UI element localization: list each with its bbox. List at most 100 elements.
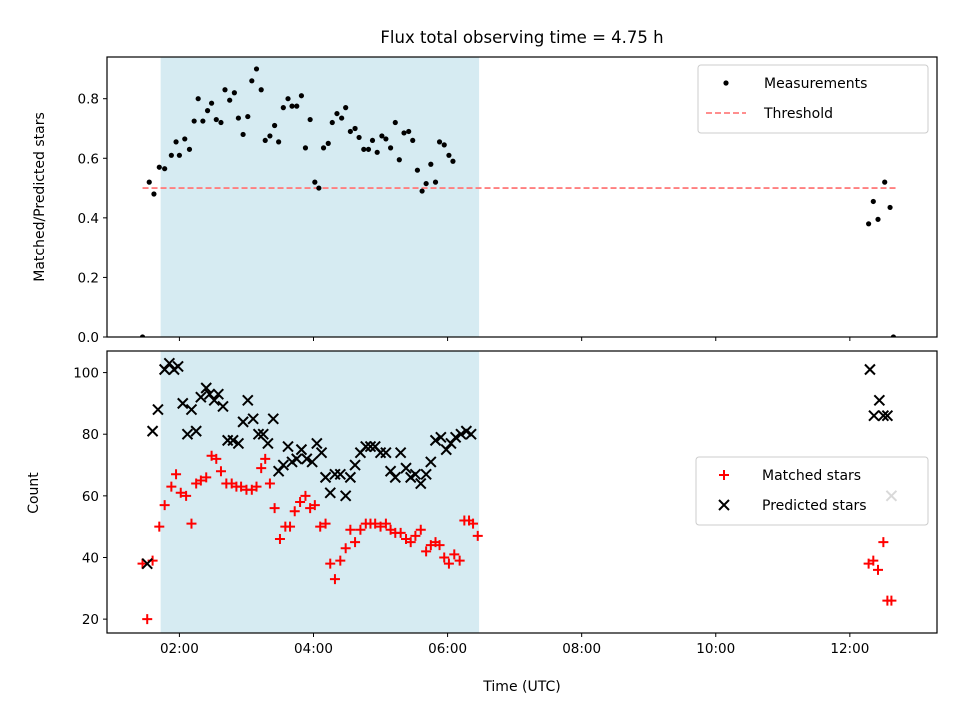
plus-point-series-0 — [329, 574, 340, 585]
x-point-series-1 — [435, 431, 447, 444]
x-point-series-1 — [465, 428, 477, 440]
plus-point-series-0 — [236, 481, 247, 492]
dot-point-series-0 — [870, 198, 876, 205]
dot-point-series-0 — [227, 97, 233, 103]
plus-point-series-0 — [449, 549, 460, 560]
x-point-series-1 — [200, 382, 212, 394]
plus-point-series-0 — [320, 518, 331, 529]
dot-point-series-0 — [347, 128, 353, 135]
y-tick-label: 0.8 — [78, 92, 99, 108]
plus-point-series-0 — [410, 530, 421, 541]
plus-point-series-0 — [873, 564, 884, 575]
x-point-series-1 — [384, 465, 397, 477]
plus-point-series-0 — [166, 481, 177, 492]
plus-point-series-0 — [350, 537, 361, 548]
dot-point-series-0 — [887, 204, 893, 211]
bottom-y-axis-label: Count — [26, 472, 42, 514]
dot-point-series-0 — [272, 122, 278, 129]
y-tick-label: 0.6 — [78, 151, 99, 167]
dot-point-series-0 — [294, 103, 300, 109]
dot-point-series-0 — [414, 167, 421, 173]
x-point-series-1 — [324, 487, 336, 499]
plus-point-series-0 — [375, 521, 386, 532]
x-point-series-1 — [420, 468, 432, 480]
plus-point-series-0 — [868, 555, 879, 566]
plus-point-series-0 — [415, 524, 426, 535]
plus-point-series-0 — [264, 478, 275, 489]
y-tick-label: 20 — [82, 612, 99, 628]
x-point-series-1 — [873, 394, 886, 407]
dot-point-series-0 — [423, 180, 429, 187]
x-point-series-1 — [227, 434, 239, 447]
x-point-series-1 — [158, 363, 171, 376]
x-point-series-1 — [364, 440, 377, 453]
plus-point-series-0 — [260, 453, 271, 464]
dot-point-series-0 — [316, 185, 322, 191]
x-point-series-1 — [152, 403, 164, 416]
x-point-series-1 — [257, 428, 269, 440]
dot-point-series-0 — [339, 115, 345, 121]
y-tick-label: 0.0 — [78, 330, 99, 346]
plus-point-series-0 — [340, 543, 351, 554]
y-tick-label: 0.4 — [78, 211, 99, 227]
legend-label: Threshold — [763, 106, 833, 122]
dot-point-series-0 — [312, 179, 318, 185]
x-point-series-1 — [868, 410, 880, 422]
plus-point-series-0 — [274, 534, 285, 544]
x-point-series-1 — [177, 397, 189, 410]
data-points — [139, 66, 897, 337]
dot-point-series-0 — [302, 145, 309, 151]
observing-window-shade — [160, 57, 480, 337]
plus-point-series-0 — [201, 472, 212, 483]
plus-point-series-0 — [142, 614, 153, 625]
x-tick-label: 04:00 — [294, 641, 333, 657]
dot-point-series-0 — [218, 119, 224, 126]
plus-point-series-0 — [159, 500, 170, 511]
legend: Matched stars Predicted stars — [695, 456, 929, 526]
plus-point-series-0 — [215, 466, 226, 477]
x-point-series-1 — [360, 440, 372, 453]
dot-point-series-0 — [173, 139, 179, 145]
x-point-series-1 — [877, 410, 890, 422]
plus-point-series-0 — [195, 475, 206, 486]
dot-point-series-0 — [446, 152, 452, 158]
dot-point-series-0 — [253, 66, 260, 72]
dot-point-series-0 — [267, 133, 273, 139]
x-point-series-1 — [389, 471, 401, 484]
y-tick-label: 0.2 — [78, 270, 99, 286]
x-point-series-1 — [425, 456, 437, 468]
x-point-series-1 — [291, 453, 303, 465]
x-point-series-1 — [277, 459, 290, 471]
dot-point-series-0 — [191, 118, 197, 124]
legend-box — [695, 456, 929, 526]
plus-point-series-0 — [886, 595, 897, 606]
dot-point-series-0 — [379, 133, 385, 139]
y-tick-label: 80 — [82, 427, 99, 443]
x-point-series-1 — [380, 446, 392, 459]
y-tick-label: 40 — [82, 550, 99, 566]
dot-point-series-0 — [235, 115, 242, 121]
dot-point-series-0 — [392, 119, 398, 126]
x-point-series-1 — [203, 388, 216, 400]
axes-frame — [106, 350, 938, 634]
dot-point-series-0 — [231, 90, 237, 96]
plus-point-series-0 — [154, 521, 165, 532]
x-point-series-1 — [172, 360, 184, 373]
dot-point-series-0 — [298, 93, 305, 99]
dot-point-series-0 — [280, 105, 286, 111]
plus-point-series-0 — [454, 555, 465, 566]
plus-point-series-0 — [878, 537, 889, 548]
x-point-series-1 — [429, 434, 442, 447]
dot-point-series-0 — [195, 96, 201, 102]
x-point-series-1 — [881, 410, 894, 422]
x-point-series-1 — [141, 557, 153, 570]
dot-point-series-0 — [374, 149, 380, 155]
x-point-series-1 — [311, 437, 323, 450]
x-point-series-1 — [440, 443, 452, 456]
dot-point-series-0 — [325, 140, 331, 146]
dot-point-series-0 — [329, 119, 335, 126]
dot-point-series-0 — [258, 87, 264, 93]
dot-point-series-0 — [213, 116, 219, 123]
plus-point-series-0 — [211, 453, 222, 464]
plus-point-series-0 — [295, 497, 306, 508]
